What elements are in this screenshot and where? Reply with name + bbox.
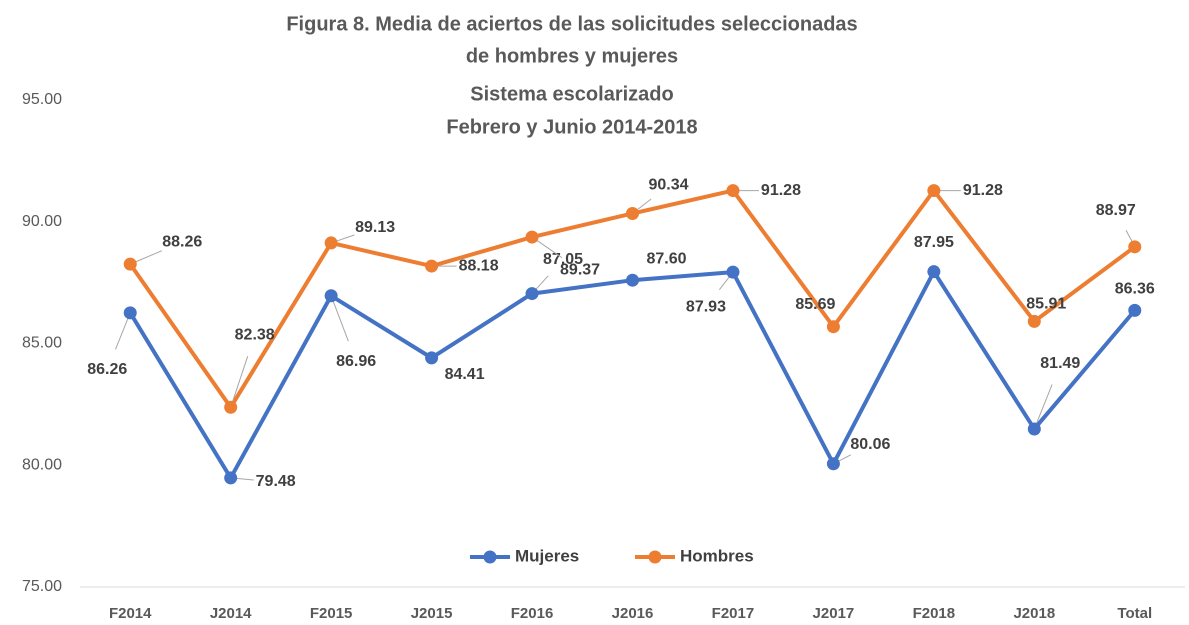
point <box>1027 422 1041 436</box>
data-label: 86.26 <box>87 361 127 378</box>
x-tick-label: F2015 <box>310 605 353 622</box>
leader-line <box>230 356 249 408</box>
data-label: 88.97 <box>1096 202 1136 219</box>
data-label: 86.96 <box>336 353 376 370</box>
x-tick-label: F2017 <box>712 605 755 622</box>
point <box>224 471 238 485</box>
data-label: 79.48 <box>256 473 296 490</box>
point <box>1128 303 1142 317</box>
data-label: 87.95 <box>914 234 954 251</box>
point <box>927 265 941 279</box>
point <box>525 287 539 301</box>
y-tick-label: 95.00 <box>22 91 62 108</box>
data-label: 80.06 <box>850 436 890 453</box>
point <box>324 236 338 250</box>
point <box>425 259 439 273</box>
y-tick-label: 80.00 <box>22 456 62 473</box>
y-tick-label: 90.00 <box>22 213 62 230</box>
data-label: 84.41 <box>445 366 485 383</box>
data-label: 87.60 <box>646 250 686 267</box>
data-label: 85.69 <box>795 296 835 313</box>
data-label: 90.34 <box>648 177 688 194</box>
series-line <box>128 188 1136 410</box>
point <box>626 206 639 220</box>
legend-label: Hombres <box>680 546 754 565</box>
x-tick-label: J2017 <box>813 605 855 622</box>
point <box>626 273 639 287</box>
x-tick-label: Total <box>1117 605 1152 622</box>
data-label: 81.49 <box>1040 355 1080 372</box>
point <box>726 265 740 279</box>
point <box>927 184 941 198</box>
point <box>224 400 238 414</box>
chart-title: Febrero y Junio 2014-2018 <box>446 116 697 138</box>
x-tick-label: J2014 <box>210 605 252 622</box>
point <box>726 184 740 198</box>
data-label: 88.18 <box>459 257 499 274</box>
chart-title: Figura 8. Media de aciertos de las solic… <box>286 13 857 35</box>
data-label: 85.91 <box>1026 296 1066 313</box>
data-label: 91.28 <box>761 182 801 199</box>
data-label: 91.28 <box>963 182 1003 199</box>
data-label: 86.36 <box>1115 281 1155 298</box>
leader-line <box>1033 384 1053 430</box>
legend-marker <box>648 550 662 564</box>
y-tick-label: 75.00 <box>22 578 62 595</box>
x-tick-label: J2015 <box>411 605 453 622</box>
point <box>826 457 840 471</box>
point <box>324 289 338 303</box>
point <box>525 230 539 244</box>
data-label: 89.37 <box>560 261 600 278</box>
leader-line <box>330 295 349 342</box>
point <box>123 257 137 271</box>
legend-label: Mujeres <box>515 546 579 565</box>
x-tick-label: J2018 <box>1013 605 1055 622</box>
point <box>123 306 137 320</box>
point <box>1027 314 1041 328</box>
x-tick-label: F2014 <box>109 605 152 622</box>
legend-marker <box>483 550 497 564</box>
chart-title: Sistema escolarizado <box>470 83 673 105</box>
point <box>425 351 439 365</box>
chart-title: de hombres y mujeres <box>466 45 678 67</box>
data-label: 88.26 <box>162 233 202 250</box>
y-tick-label: 85.00 <box>22 335 62 352</box>
leader-line <box>114 312 131 350</box>
x-tick-label: F2018 <box>913 605 956 622</box>
data-label: 89.13 <box>355 219 395 236</box>
series-line <box>128 269 1137 480</box>
point <box>1128 240 1142 254</box>
data-label: 87.05 <box>543 251 583 268</box>
point <box>826 320 840 334</box>
data-label: 82.38 <box>235 327 275 344</box>
data-label: 87.93 <box>686 298 726 315</box>
x-tick-label: J2016 <box>612 605 654 622</box>
x-tick-label: F2016 <box>511 605 554 622</box>
